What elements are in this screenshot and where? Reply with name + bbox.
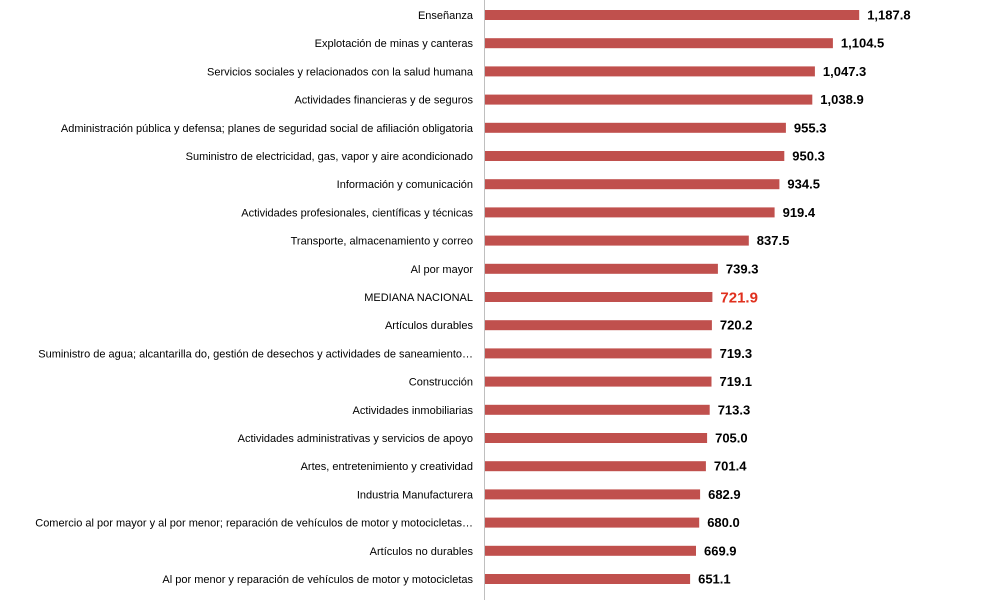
category-label: Artículos no durables: [370, 546, 474, 558]
data-label: 713.3: [718, 402, 751, 417]
category-label: Actividades inmobiliarias: [353, 405, 474, 417]
bar: [485, 263, 718, 274]
data-label: 1,047.3: [823, 64, 866, 79]
category-label: Suministro de electricidad, gas, vapor y…: [186, 151, 473, 163]
bar: [485, 433, 708, 443]
data-label: 919.4: [783, 205, 816, 220]
data-label: 1,038.9: [820, 92, 863, 107]
category-label: Al por menor y reparación de vehículos d…: [162, 574, 473, 586]
category-label: Industria Manufacturera: [357, 489, 474, 501]
category-label: Artículos durables: [385, 320, 474, 332]
bar: [485, 122, 786, 133]
data-label: 950.3: [792, 149, 825, 164]
category-label: Artes, entretenimiento y creatividad: [301, 461, 473, 473]
data-label: 705.0: [715, 431, 748, 446]
category-label: Explotación de minas y canteras: [315, 38, 474, 50]
bar: [485, 320, 712, 331]
data-label: 837.5: [757, 233, 790, 248]
bar: [485, 376, 712, 387]
data-label: 669.9: [704, 543, 737, 558]
category-label: Enseñanza: [418, 10, 474, 22]
data-label: 1,104.5: [841, 36, 884, 51]
bar: [485, 38, 833, 49]
data-label: 1,187.8: [867, 8, 910, 23]
bar: [485, 94, 813, 105]
bar: [485, 404, 710, 415]
data-label: 682.9: [708, 487, 741, 502]
category-label: Actividades financieras y de seguros: [294, 95, 473, 107]
data-label: 739.3: [726, 261, 759, 276]
category-label: Suministro de agua; alcantarilla do, ges…: [38, 348, 473, 360]
data-label: 680.0: [707, 515, 740, 530]
median-data-label: 721.9: [720, 290, 758, 307]
category-label: Actividades profesionales, científicas y…: [241, 207, 473, 219]
category-label: Servicios sociales y relacionados con la…: [207, 66, 474, 78]
bar: [485, 348, 712, 359]
data-label: 651.1: [698, 572, 731, 587]
data-label: 719.1: [720, 374, 753, 389]
bar: [485, 151, 785, 161]
bar: [485, 10, 860, 20]
category-label: Comercio al por mayor y al por menor; re…: [35, 518, 473, 530]
bar: [485, 179, 780, 190]
bar: [485, 292, 713, 302]
bar: [485, 461, 706, 472]
data-label: 955.3: [794, 120, 827, 135]
data-label: 720.2: [720, 318, 753, 333]
bar: [485, 517, 700, 528]
bar: [485, 574, 691, 584]
bar: [485, 207, 775, 218]
category-label: Administración pública y defensa; planes…: [61, 123, 474, 135]
bar: [485, 545, 696, 556]
data-label: 701.4: [714, 459, 747, 474]
bar: [485, 235, 749, 246]
category-label: Información y comunicación: [337, 179, 473, 191]
category-label: Construcción: [409, 377, 473, 389]
data-label: 719.3: [720, 346, 753, 361]
data-label: 934.5: [787, 177, 820, 192]
category-label: Transporte, almacenamiento y correo: [291, 236, 473, 248]
category-label: MEDIANA NACIONAL: [364, 292, 473, 304]
category-label: Actividades administrativas y servicios …: [238, 433, 473, 445]
plot-area: Enseñanza 1,187.8 Explotación de minas y c…: [35, 0, 911, 600]
category-label: Al por mayor: [411, 264, 474, 276]
bar: [485, 489, 701, 500]
bar: [485, 66, 815, 77]
